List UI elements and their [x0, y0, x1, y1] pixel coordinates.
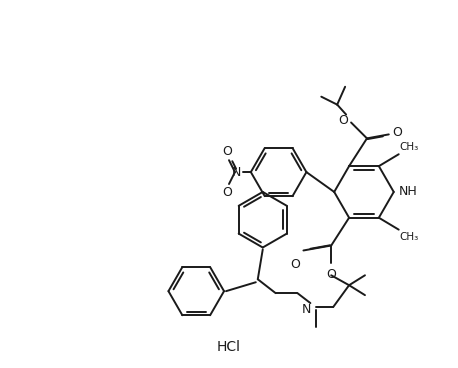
Text: N: N — [302, 302, 311, 315]
Text: O: O — [222, 145, 232, 158]
Text: HCl: HCl — [217, 340, 241, 354]
Text: CH₃: CH₃ — [400, 231, 419, 242]
Text: O: O — [326, 268, 336, 282]
Text: O: O — [392, 126, 402, 139]
Text: O: O — [338, 114, 348, 127]
Text: O: O — [222, 186, 232, 199]
Text: NH: NH — [399, 185, 417, 198]
Text: CH₃: CH₃ — [400, 142, 419, 152]
Text: O: O — [290, 258, 300, 272]
Text: N: N — [232, 166, 241, 178]
